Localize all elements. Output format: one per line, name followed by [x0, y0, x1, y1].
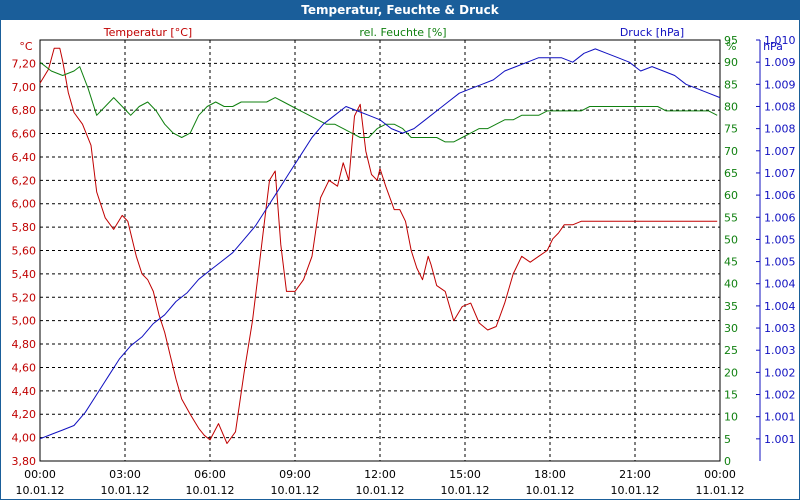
x-tick-time: 03:00 [109, 468, 141, 481]
temperature-tick-label: 6,80 [12, 104, 37, 117]
humidity-series-line [39, 61, 718, 143]
temperature-tick-label: 5,80 [12, 221, 37, 234]
pressure-tick-label: 1.002 [764, 389, 796, 402]
humidity-tick-label: 35 [724, 300, 738, 313]
pressure-series-line [39, 48, 721, 440]
humidity-tick-label: 60 [724, 189, 738, 202]
temperature-tick-label: 7,00 [12, 81, 37, 94]
pressure-tick-label: 1.006 [764, 189, 796, 202]
pressure-tick-label: 1.008 [764, 123, 796, 136]
pressure-axis-title: Druck [hPa] [620, 26, 684, 39]
x-tick-time: 21:00 [619, 468, 651, 481]
pressure-tick-label: 1.007 [764, 167, 796, 180]
x-tick-time: 06:00 [194, 468, 226, 481]
temperature-unit-label: °C [19, 40, 33, 53]
pressure-tick-label: 1.008 [764, 100, 796, 113]
temperature-tick-label: 6,00 [12, 198, 37, 211]
humidity-tick-label: 90 [724, 56, 738, 69]
pressure-unit-label: hPa [763, 40, 783, 53]
temperature-tick-label: 4,80 [12, 338, 37, 351]
humidity-tick-label: 45 [724, 256, 738, 269]
x-tick-time: 00:00 [24, 468, 56, 481]
x-tick-date: 10.01.12 [186, 484, 235, 497]
humidity-tick-label: 10 [724, 411, 738, 424]
temperature-tick-label: 6,20 [12, 174, 37, 187]
pressure-tick-label: 1.009 [764, 78, 796, 91]
temperature-tick-label: 4,40 [12, 385, 37, 398]
humidity-tick-label: 0 [724, 455, 731, 468]
humidity-tick-label: 25 [724, 344, 738, 357]
humidity-unit-label: % [726, 40, 736, 53]
humidity-tick-label: 75 [724, 123, 738, 136]
x-tick-time: 00:00 [704, 468, 736, 481]
pressure-tick-label: 1.006 [764, 211, 796, 224]
pressure-tick-label: 1.004 [764, 300, 796, 313]
humidity-tick-label: 40 [724, 278, 738, 291]
pressure-tick-label: 1.003 [764, 322, 796, 335]
pressure-tick-label: 1.003 [764, 344, 796, 357]
temperature-tick-label: 5,20 [12, 291, 37, 304]
x-tick-date: 10.01.12 [101, 484, 150, 497]
pressure-tick-label: 1.005 [764, 233, 796, 246]
pressure-tick-label: 1.009 [764, 56, 796, 69]
pressure-tick-label: 1.007 [764, 145, 796, 158]
temperature-tick-label: 5,40 [12, 268, 37, 281]
temperature-tick-label: 4,00 [12, 432, 37, 445]
window-title: Temperatur, Feuchte & Druck [1, 1, 799, 20]
temperature-tick-label: 4,60 [12, 361, 37, 374]
temperature-tick-label: 3,80 [12, 455, 37, 468]
x-tick-date: 11.01.12 [696, 484, 745, 497]
temperature-tick-label: 5,00 [12, 315, 37, 328]
x-tick-time: 18:00 [534, 468, 566, 481]
temperature-series-line [39, 47, 718, 444]
pressure-tick-label: 1.010 [764, 34, 796, 47]
humidity-tick-label: 55 [724, 211, 738, 224]
humidity-tick-label: 70 [724, 145, 738, 158]
temperature-tick-label: 6,60 [12, 128, 37, 141]
temperature-tick-label: 6,40 [12, 151, 37, 164]
x-tick-date: 10.01.12 [526, 484, 575, 497]
temperature-tick-label: 4,20 [12, 408, 37, 421]
humidity-tick-label: 65 [724, 167, 738, 180]
humidity-tick-label: 50 [724, 233, 738, 246]
humidity-tick-label: 30 [724, 322, 738, 335]
temperature-tick-label: 7,20 [12, 57, 37, 70]
humidity-tick-label: 15 [724, 389, 738, 402]
x-tick-date: 10.01.12 [611, 484, 660, 497]
humidity-tick-label: 20 [724, 366, 738, 379]
humidity-tick-label: 95 [724, 34, 738, 47]
x-tick-time: 15:00 [449, 468, 481, 481]
pressure-tick-label: 1.001 [764, 433, 796, 446]
temperature-tick-label: 5,60 [12, 245, 37, 258]
humidity-axis-title: rel. Feuchte [%] [359, 26, 446, 39]
humidity-tick-label: 80 [724, 100, 738, 113]
pressure-tick-label: 1.004 [764, 278, 796, 291]
x-tick-time: 12:00 [364, 468, 396, 481]
x-tick-date: 10.01.12 [271, 484, 320, 497]
pressure-tick-label: 1.005 [764, 256, 796, 269]
pressure-tick-label: 1.002 [764, 366, 796, 379]
humidity-tick-label: 5 [724, 433, 731, 446]
pressure-tick-label: 1.001 [764, 411, 796, 424]
humidity-tick-label: 85 [724, 78, 738, 91]
temperature-axis-title: Temperatur [°C] [103, 26, 192, 39]
x-tick-date: 10.01.12 [441, 484, 490, 497]
x-tick-date: 10.01.12 [16, 484, 65, 497]
x-tick-time: 09:00 [279, 468, 311, 481]
x-tick-date: 10.01.12 [356, 484, 405, 497]
